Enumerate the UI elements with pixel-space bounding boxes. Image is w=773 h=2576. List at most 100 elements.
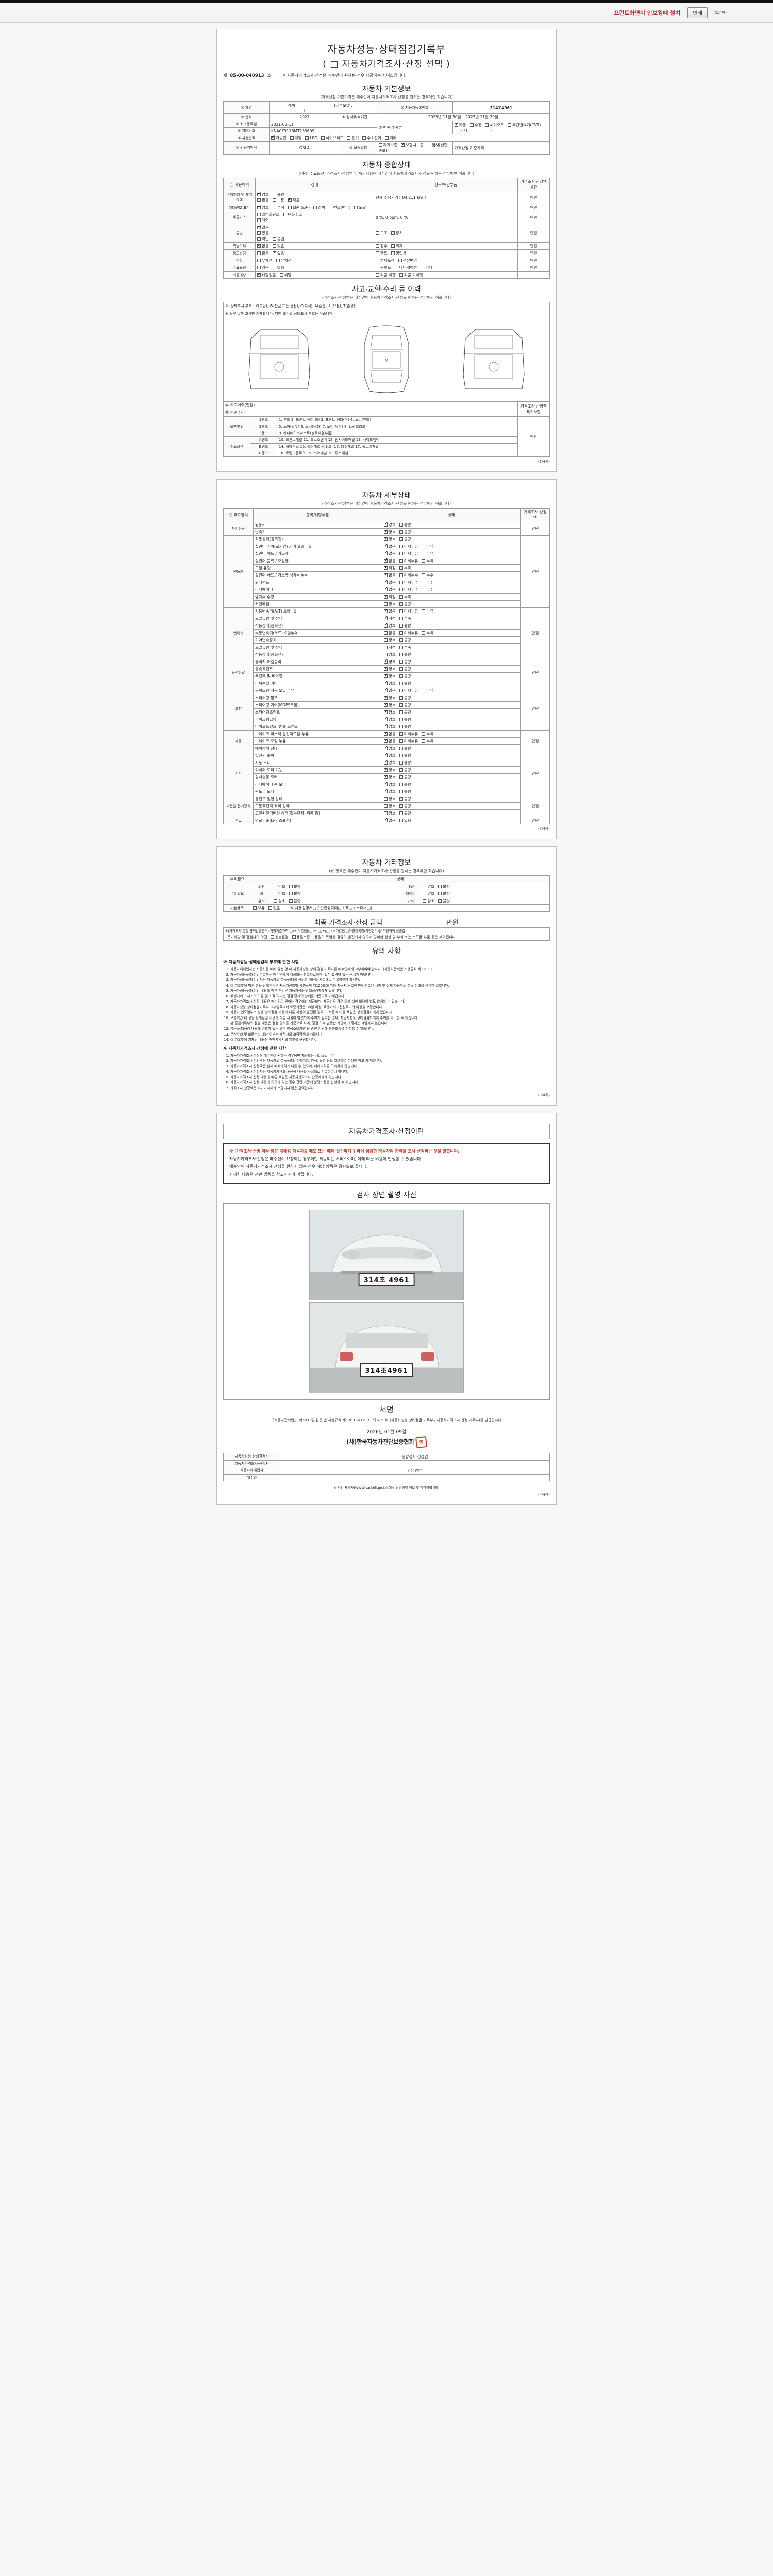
checkbox-checked-icon[interactable] xyxy=(384,738,388,743)
item2-option[interactable]: 구조 xyxy=(376,230,388,236)
detail-state-option[interactable]: 미세누유 xyxy=(399,608,418,614)
checkbox-checked-icon[interactable] xyxy=(384,572,388,577)
checkbox-icon[interactable] xyxy=(399,595,403,599)
detail-state[interactable]: 양호 불량 xyxy=(382,665,521,673)
checkbox-icon[interactable] xyxy=(257,237,261,241)
checkbox-checked-icon[interactable] xyxy=(384,681,388,685)
checkbox-icon[interactable] xyxy=(398,259,402,262)
detail-state[interactable]: 양호 불량 xyxy=(382,528,521,536)
checkbox-icon[interactable] xyxy=(399,646,403,649)
checkbox-icon[interactable] xyxy=(399,573,403,577)
detail-state[interactable]: 양호 불량 xyxy=(382,795,521,803)
checkbox-icon[interactable] xyxy=(268,906,272,910)
warranty-option[interactable]: 보험사보증 xyxy=(401,142,424,148)
checkbox-icon[interactable] xyxy=(423,892,427,895)
checkbox-checked-icon[interactable] xyxy=(257,243,261,248)
checkbox-icon[interactable] xyxy=(394,266,398,269)
detail-state[interactable]: 양호 불량 xyxy=(382,694,521,702)
detail-state-option[interactable]: 양호 xyxy=(384,681,396,686)
checkbox-icon[interactable] xyxy=(399,667,403,671)
checkbox-icon[interactable] xyxy=(257,251,261,255)
checkbox-checked-icon[interactable] xyxy=(384,782,388,786)
state-option[interactable]: 도말 xyxy=(354,205,366,210)
checkbox-checked-icon[interactable] xyxy=(384,731,388,736)
state-option[interactable]: 양호 xyxy=(257,192,269,197)
detail-state-option[interactable]: 누수 xyxy=(422,572,433,578)
detail-state[interactable]: 양호 불량 xyxy=(382,752,521,759)
special-options[interactable]: 성능점검 품질보증 xyxy=(270,935,314,939)
detail-state-option[interactable]: 양호 xyxy=(384,810,396,816)
checkbox-icon[interactable] xyxy=(422,732,426,736)
detail-state[interactable]: 양호 불량 xyxy=(382,600,521,608)
state-option[interactable]: 없음 xyxy=(272,265,284,270)
detail-state-option[interactable]: 불량 xyxy=(399,753,411,758)
detail-state-option[interactable]: 양호 xyxy=(384,774,396,780)
checkbox-icon[interactable] xyxy=(376,231,379,235)
checkbox-icon[interactable] xyxy=(391,244,395,248)
detail-state[interactable]: 양호 불량 xyxy=(382,622,521,630)
checkbox-icon[interactable] xyxy=(328,206,332,209)
detail-state-option[interactable]: 없음 xyxy=(384,608,396,614)
item-option[interactable]: 썬루프 xyxy=(376,265,391,270)
row-item[interactable]: 0 %, 0 ppm, 0 % xyxy=(374,211,518,224)
checkbox-icon[interactable] xyxy=(274,892,277,895)
detail-state-option[interactable]: 부족 xyxy=(399,594,411,600)
detail-state-option[interactable]: 없음 xyxy=(384,544,396,549)
detail-state-option[interactable]: 부족 xyxy=(399,645,411,650)
checkbox-icon[interactable] xyxy=(257,213,261,216)
detail-state-option[interactable]: 없음 xyxy=(384,572,396,578)
detail-state-option[interactable]: 양호 xyxy=(384,666,396,672)
checkbox-icon[interactable] xyxy=(279,273,283,277)
etc-right-option[interactable]: 양호 xyxy=(423,898,434,904)
detail-state[interactable]: 양호 불량 xyxy=(382,651,521,658)
detail-state[interactable]: 양호 불량 xyxy=(382,658,521,666)
detail-state-option[interactable]: 미세누수 xyxy=(399,580,418,585)
detail-state-option[interactable]: 누유 xyxy=(422,738,433,744)
row-state[interactable]: 일산화탄소 탄화수소 매연 xyxy=(255,211,374,224)
checkbox-icon[interactable] xyxy=(399,739,403,743)
detail-state-option[interactable]: 부족 xyxy=(399,565,411,571)
checkbox-icon[interactable] xyxy=(399,811,403,815)
checkbox-checked-icon[interactable] xyxy=(384,551,388,555)
checkbox-checked-icon[interactable] xyxy=(384,818,388,822)
fuel-option[interactable]: LPG xyxy=(305,135,317,140)
warranty-option[interactable]: 자가보증 xyxy=(378,142,397,148)
simple-repair-cell[interactable]: ⑬ 단순수리 xyxy=(223,409,518,416)
checkbox-icon[interactable] xyxy=(422,545,426,548)
checkbox-icon[interactable] xyxy=(276,259,280,262)
checkbox-icon[interactable] xyxy=(384,811,388,815)
detail-state-option[interactable]: 양호 xyxy=(384,796,396,802)
detail-state-option[interactable]: 불량 xyxy=(399,695,411,701)
checkbox-icon[interactable] xyxy=(399,660,403,664)
checkbox-icon[interactable] xyxy=(399,566,403,570)
detail-state-option[interactable]: 양호 xyxy=(384,529,396,535)
detail-state-option[interactable]: 불량 xyxy=(399,702,411,708)
state-option[interactable]: 무채색 xyxy=(257,258,273,263)
state-line[interactable]: 양호 불량 xyxy=(257,192,372,197)
checkbox-icon[interactable] xyxy=(438,885,442,888)
detail-state-option[interactable]: 있음 xyxy=(399,818,411,823)
item-option[interactable]: 렌트 xyxy=(376,250,388,256)
fuel-option[interactable]: 수소전기 xyxy=(362,135,381,141)
detail-state[interactable]: 양호 불량 xyxy=(382,802,521,810)
checkbox-icon[interactable] xyxy=(272,198,276,202)
state-option[interactable]: 없음 xyxy=(257,243,269,249)
detail-state-option[interactable]: 미세누수 xyxy=(399,572,418,578)
checkbox-icon[interactable] xyxy=(384,638,388,642)
item2-option[interactable]: 장치 xyxy=(391,230,403,236)
state-mid-option[interactable]: 적법 xyxy=(257,236,269,242)
checkbox-checked-icon[interactable] xyxy=(384,717,388,721)
detail-state[interactable]: 양호 불량 xyxy=(382,773,521,781)
checkbox-icon[interactable] xyxy=(399,602,403,606)
checkbox-checked-icon[interactable] xyxy=(384,565,388,570)
detail-state-option[interactable]: 양호 xyxy=(384,767,396,773)
state-option[interactable]: 적음 xyxy=(288,197,299,203)
detail-state[interactable]: 양호 불량 xyxy=(382,716,521,723)
checkbox-icon[interactable] xyxy=(257,218,261,222)
detail-state-option[interactable]: 불량 xyxy=(399,652,411,657)
checkbox-checked-icon[interactable] xyxy=(384,709,388,714)
detail-state-option[interactable]: 양호 xyxy=(384,717,396,722)
checkbox-icon[interactable] xyxy=(399,725,403,728)
checkbox-checked-icon[interactable] xyxy=(384,522,388,527)
row-state[interactable]: 양호 부식 훼손(오손) 상이 변조(변타) 도말 xyxy=(255,204,374,211)
